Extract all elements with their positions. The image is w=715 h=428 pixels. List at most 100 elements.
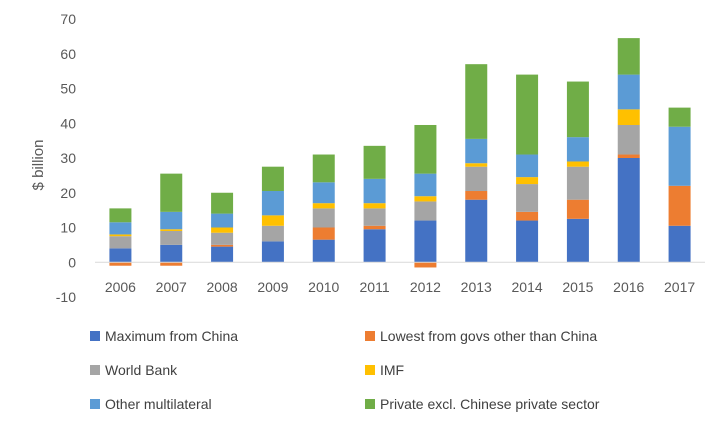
bar-segment (516, 211, 539, 221)
bar-segment (363, 225, 386, 230)
x-tick-label: 2009 (257, 279, 288, 295)
bar-segment (363, 229, 386, 263)
bar-segment (312, 203, 335, 209)
legend-swatch (365, 399, 375, 409)
bar-segment (617, 158, 640, 263)
bar-segment (211, 244, 234, 247)
bar-segment (414, 196, 437, 202)
y-axis-title: $ billion (30, 140, 47, 191)
bar-segment (211, 192, 234, 214)
bar-segment (566, 218, 589, 263)
bar-segment (160, 211, 183, 230)
legend-label: Private excl. Chinese private sector (380, 396, 600, 412)
bar-segment (668, 126, 691, 186)
legend: Maximum from China Lowest from govs other… (90, 328, 600, 412)
bar-segment (312, 208, 335, 228)
x-tick-label: 2014 (512, 279, 543, 295)
x-tick-label: 2013 (461, 279, 492, 295)
legend-label: World Bank (105, 362, 178, 378)
y-tick-label: 40 (60, 115, 76, 131)
x-tick-label: 2011 (360, 279, 390, 295)
bar-segment (465, 64, 488, 139)
bar-segment (363, 208, 386, 226)
bar-segment (516, 74, 539, 155)
bar-segment (566, 137, 589, 162)
bar-segment (414, 124, 437, 174)
bar-segment (668, 107, 691, 127)
y-tick-label: 30 (60, 150, 76, 166)
bar-segment (414, 173, 437, 197)
bar-segment (312, 239, 335, 263)
bar-segment (465, 138, 488, 164)
bar-segment (668, 185, 691, 226)
legend-label: Lowest from govs other than China (380, 328, 597, 344)
x-axis-ticks: 2006 2007 2008 2009 2010 2011 2012 2013 2014 2015… (105, 279, 696, 295)
legend-label: Other multilateral (105, 396, 212, 412)
bar-segment (312, 227, 335, 240)
bar-segment (414, 220, 437, 263)
bar-segment (516, 184, 539, 212)
x-tick-label: 2012 (410, 279, 441, 295)
x-tick-label: 2007 (156, 279, 187, 295)
bar-segment (160, 230, 183, 245)
y-tick-label: -10 (56, 289, 76, 305)
bar-segment (566, 161, 589, 167)
bar-segment (566, 199, 589, 219)
bar-segment (261, 191, 284, 216)
legend-swatch (90, 331, 100, 341)
bar-segment (465, 199, 488, 263)
bar-segment (109, 234, 132, 237)
bar-segment (109, 208, 132, 223)
legend-swatch (365, 365, 375, 375)
bar-segment (109, 222, 132, 235)
legend-swatch (365, 331, 375, 341)
bar-segment (109, 262, 132, 266)
bar-segment (465, 166, 488, 192)
legend-label: Maximum from China (105, 328, 238, 344)
bar-segment (211, 227, 234, 233)
bar-segment (363, 145, 386, 179)
bar-segment (211, 213, 234, 228)
x-tick-label: 2010 (308, 279, 339, 295)
bar-segment (363, 203, 386, 209)
bar-segment (312, 182, 335, 204)
y-tick-label: 50 (60, 81, 76, 97)
legend-label: IMF (380, 362, 404, 378)
bar-segment (160, 262, 183, 266)
bar-segment (261, 241, 284, 263)
bar-segment (261, 215, 284, 226)
y-tick-label: 10 (60, 220, 76, 236)
bar-segment (465, 163, 488, 167)
y-tick-label: 60 (60, 46, 76, 62)
bar-segment (566, 81, 589, 138)
bar-segment (414, 262, 437, 268)
bar-segment (211, 246, 234, 263)
legend-swatch (90, 365, 100, 375)
y-axis-ticks: -10 0 10 20 30 40 50 60 70 (56, 11, 76, 305)
x-tick-label: 2006 (105, 279, 136, 295)
bar-segment (516, 220, 539, 263)
bar-segment (109, 236, 132, 249)
bar-segment (617, 124, 640, 155)
x-tick-label: 2015 (562, 279, 593, 295)
bar-segment (414, 201, 437, 221)
bar-segment (617, 38, 640, 75)
legend-swatch (90, 399, 100, 409)
bar-segment (160, 229, 183, 231)
bar-segment (160, 173, 183, 212)
y-tick-label: 70 (60, 11, 76, 27)
y-tick-label: 0 (68, 254, 76, 270)
bar-segment (261, 225, 284, 242)
bar-segment (566, 166, 589, 200)
bar-segment (617, 74, 640, 110)
bar-segment (516, 154, 539, 178)
bar-segment (109, 248, 132, 263)
bar-segment (261, 166, 284, 192)
bar-segment (211, 232, 234, 245)
bar-segment (617, 109, 640, 125)
y-tick-label: 20 (60, 185, 76, 201)
x-tick-label: 2017 (664, 279, 695, 295)
x-tick-label: 2008 (207, 279, 238, 295)
bar-segment (160, 244, 183, 263)
